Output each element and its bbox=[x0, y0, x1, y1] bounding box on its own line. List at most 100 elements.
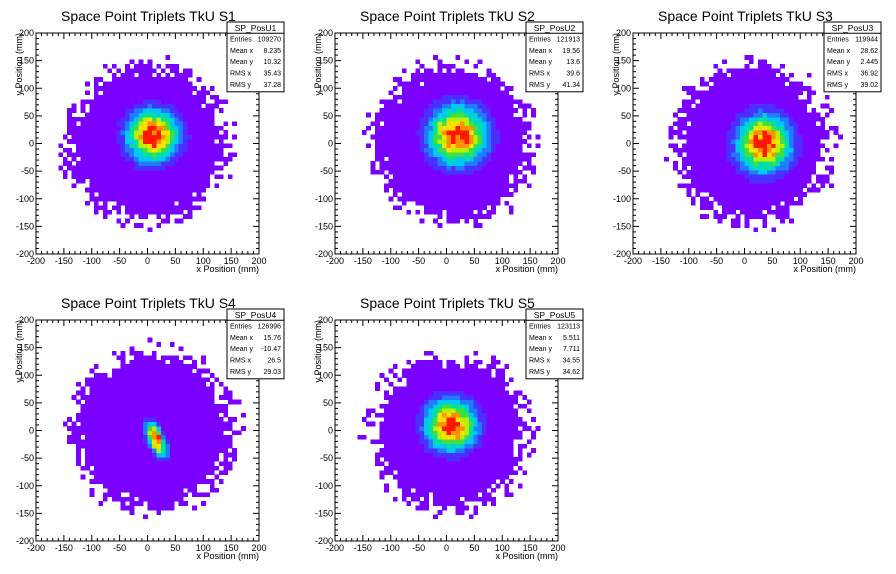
heatmap-cell bbox=[160, 461, 166, 467]
heatmap-cell bbox=[138, 134, 144, 140]
heatmap-cell bbox=[508, 209, 514, 215]
heatmap-cell bbox=[116, 487, 122, 493]
heatmap-cell bbox=[802, 116, 808, 122]
heatmap-cell bbox=[143, 434, 148, 440]
heatmap-cell bbox=[187, 452, 193, 458]
heatmap-cell bbox=[397, 386, 403, 392]
heatmap-cell bbox=[129, 350, 135, 356]
heatmap-cell bbox=[459, 152, 465, 158]
heatmap-cell bbox=[120, 399, 126, 405]
heatmap-cell bbox=[491, 116, 496, 122]
heatmap-cell bbox=[93, 381, 99, 387]
heatmap-cell bbox=[129, 72, 135, 78]
heatmap-cell bbox=[165, 178, 171, 184]
x-tick-label: -100 bbox=[680, 256, 698, 266]
heatmap-cell bbox=[89, 403, 95, 409]
heatmap-cell bbox=[169, 377, 175, 383]
heatmap-cell bbox=[129, 448, 135, 453]
heatmap-cell bbox=[98, 395, 104, 400]
heatmap-cell bbox=[80, 395, 86, 400]
heatmap-cell bbox=[704, 214, 710, 219]
heatmap-cell bbox=[682, 116, 687, 122]
heatmap-cell bbox=[129, 170, 135, 175]
heatmap-cell bbox=[125, 196, 130, 202]
heatmap-cell bbox=[690, 125, 696, 131]
heatmap-cell bbox=[379, 426, 385, 431]
heatmap-cell bbox=[156, 63, 162, 69]
heatmap-cell bbox=[125, 187, 130, 193]
heatmap-cell bbox=[223, 143, 229, 149]
heatmap-cell bbox=[147, 465, 153, 471]
heatmap-cell bbox=[473, 156, 479, 162]
heatmap-cell bbox=[187, 426, 193, 431]
heatmap-cell bbox=[486, 178, 492, 184]
heatmap-cell bbox=[138, 200, 144, 206]
heatmap-cell bbox=[196, 125, 202, 131]
heatmap-cell bbox=[134, 373, 139, 378]
heatmap-cell bbox=[165, 205, 171, 211]
heatmap-cell bbox=[143, 183, 148, 188]
heatmap-cell bbox=[187, 103, 193, 109]
heatmap-cell bbox=[442, 77, 447, 82]
heatmap-cell bbox=[201, 457, 206, 462]
heatmap-cell bbox=[214, 443, 220, 449]
heatmap-cell bbox=[695, 178, 701, 184]
y-tick-label: 0 bbox=[29, 426, 34, 436]
heatmap-cell bbox=[766, 86, 772, 91]
heatmap-cell bbox=[107, 443, 113, 449]
heatmap-cell bbox=[766, 72, 772, 78]
heatmap-cell bbox=[713, 183, 719, 188]
heatmap-cell bbox=[134, 90, 139, 96]
heatmap-cell bbox=[415, 364, 421, 369]
heatmap-cells bbox=[58, 55, 237, 233]
heatmap-cell bbox=[388, 448, 394, 453]
heatmap-cell bbox=[116, 200, 122, 206]
y-axis-label: y Position (mm) bbox=[611, 33, 621, 96]
heatmap-cell bbox=[771, 143, 777, 149]
heatmap-cell bbox=[401, 116, 407, 122]
heatmap-cell bbox=[196, 412, 202, 418]
heatmap-cell bbox=[450, 192, 456, 197]
heatmap-cell bbox=[183, 465, 188, 471]
heatmap-cell bbox=[468, 134, 474, 140]
heatmap-cell bbox=[486, 116, 492, 122]
heatmap-cell bbox=[178, 72, 184, 78]
heatmap-cell bbox=[125, 183, 130, 188]
heatmap-cell bbox=[183, 403, 188, 409]
heatmap-cell bbox=[459, 187, 465, 193]
heatmap-cell bbox=[401, 121, 407, 127]
heatmap-cell bbox=[468, 156, 474, 162]
heatmap-cell bbox=[98, 412, 104, 418]
heatmap-cell bbox=[125, 103, 130, 109]
heatmap-cell bbox=[89, 165, 95, 171]
heatmap-cell bbox=[178, 147, 184, 153]
heatmap-cell bbox=[388, 457, 394, 462]
heatmap-cell bbox=[192, 492, 197, 498]
heatmap-cell bbox=[223, 452, 229, 458]
heatmap-cell bbox=[482, 152, 487, 158]
heatmap-cell bbox=[214, 487, 220, 493]
heatmap-cell bbox=[174, 112, 180, 118]
heatmap-cell bbox=[726, 200, 732, 206]
heatmap-cell bbox=[401, 421, 407, 427]
heatmap-cell bbox=[183, 86, 188, 91]
heatmap-cell bbox=[473, 94, 479, 100]
heatmap-cell bbox=[187, 174, 193, 180]
heatmap-cell bbox=[690, 139, 696, 144]
heatmap-cell bbox=[415, 496, 421, 502]
heatmap-cell bbox=[392, 121, 398, 127]
heatmap-cell bbox=[717, 218, 723, 224]
heatmap-cell bbox=[455, 187, 461, 193]
heatmap-cell bbox=[80, 426, 86, 431]
heatmap-cell bbox=[223, 461, 229, 467]
heatmap-cell bbox=[165, 183, 171, 188]
heatmap-cell bbox=[169, 386, 175, 392]
heatmap-cell bbox=[726, 209, 732, 215]
heatmap-cell bbox=[735, 147, 741, 153]
heatmap-cell bbox=[740, 108, 745, 113]
heatmap-cell bbox=[370, 408, 376, 414]
heatmap-cell bbox=[183, 121, 188, 127]
heatmap-cell bbox=[775, 143, 781, 149]
heatmap-cell bbox=[500, 152, 505, 158]
